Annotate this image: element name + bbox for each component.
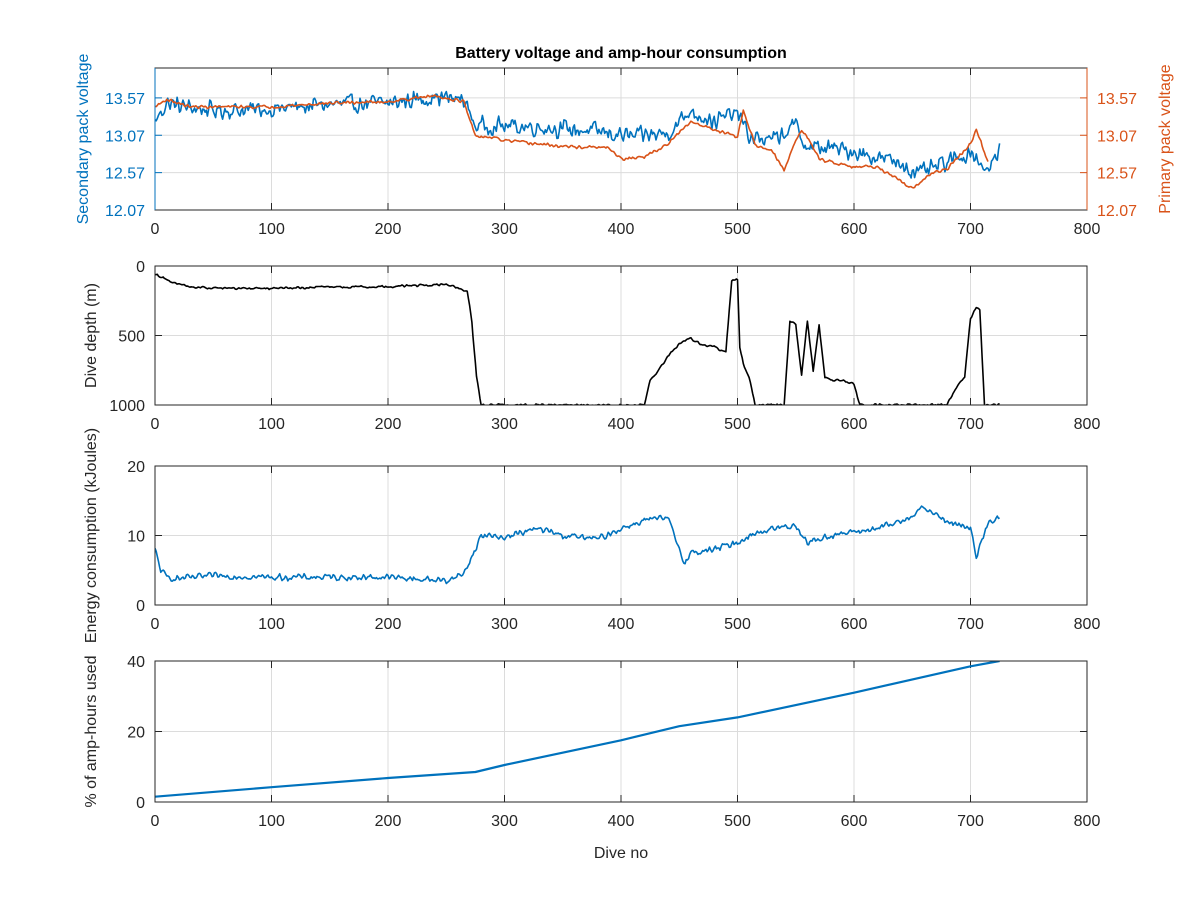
x-tick-label: 700 (957, 416, 984, 433)
x-tick-label: 0 (151, 416, 160, 433)
x-tick-label: 300 (491, 616, 518, 633)
series-line-1 (155, 90, 1001, 179)
y-tick-label: 13.07 (105, 128, 145, 145)
series-line-1 (155, 505, 1000, 585)
x-tick-label: 700 (957, 616, 984, 633)
x-tick-label: 400 (608, 616, 635, 633)
x-tick-label: 100 (258, 221, 285, 238)
x-tick-label: 600 (841, 416, 868, 433)
x-tick-label: 200 (375, 813, 402, 830)
chart-title: Battery voltage and amp-hour consumption (455, 45, 787, 62)
y-tick-label: 12.57 (105, 166, 145, 183)
x-tick-label: 300 (491, 416, 518, 433)
x-tick-label: 500 (724, 416, 751, 433)
y-tick-label: 20 (127, 459, 145, 476)
x-tick-label: 300 (491, 221, 518, 238)
x-tick-label: 500 (724, 616, 751, 633)
y-axis-label: Energy consumption (kJoules) (83, 428, 100, 643)
y-tick-label: 10 (127, 529, 145, 546)
y-right-tick-label: 12.57 (1097, 166, 1137, 183)
y-tick-label: 13.57 (105, 91, 145, 108)
x-tick-label: 100 (258, 416, 285, 433)
x-tick-label: 800 (1074, 616, 1101, 633)
x-tick-label: 500 (724, 221, 751, 238)
axes-frame (154, 660, 1088, 803)
axes-frame (154, 465, 1088, 606)
x-tick-label: 300 (491, 813, 518, 830)
series-line-1 (155, 661, 1000, 798)
x-tick-label: 700 (957, 813, 984, 830)
y-right-tick-label: 13.57 (1097, 91, 1137, 108)
axes-frame (154, 265, 1088, 406)
x-tick-label: 800 (1074, 221, 1101, 238)
y-right-tick-label: 13.07 (1097, 128, 1137, 145)
x-tick-label: 400 (608, 221, 635, 238)
y-tick-label: 0 (136, 598, 145, 615)
x-tick-label: 100 (258, 813, 285, 830)
y-tick-label: 40 (127, 654, 145, 671)
x-tick-label: 200 (375, 416, 402, 433)
panel-4: 0 100 200 300 400 500 600 700 800 0 20 40 Dive no % o… (83, 654, 1100, 862)
x-tick-label: 200 (375, 221, 402, 238)
x-tick-label: 200 (375, 616, 402, 633)
x-tick-label: 500 (724, 813, 751, 830)
y-tick-label: 12.07 (105, 203, 145, 220)
x-tick-label: 100 (258, 616, 285, 633)
y-tick-label: 0 (136, 795, 145, 812)
y-axis-label: % of amp-hours used (83, 655, 100, 807)
x-tick-label: 400 (608, 416, 635, 433)
y-axis-label: Secondary pack voltage (75, 54, 92, 225)
x-tick-label: 600 (841, 616, 868, 633)
y-tick-label: 20 (127, 725, 145, 742)
x-tick-label: 0 (151, 616, 160, 633)
y-axis-label: Dive depth (m) (83, 283, 100, 388)
y-axis-label-right: Primary pack voltage (1157, 64, 1174, 213)
y-tick-label: 500 (118, 329, 145, 346)
x-axis-label: Dive no (594, 845, 648, 862)
x-tick-label: 800 (1074, 416, 1101, 433)
x-tick-label: 400 (608, 813, 635, 830)
series-line-2 (155, 94, 989, 189)
x-tick-label: 600 (841, 221, 868, 238)
x-tick-label: 0 (151, 813, 160, 830)
panel-1: 0 100 200 300 400 500 600 700 80012.0712.5713.07… (75, 45, 1174, 238)
y-tick-label: 0 (136, 259, 145, 276)
y-right-tick-label: 12.07 (1097, 203, 1137, 220)
x-tick-label: 800 (1074, 813, 1101, 830)
y-tick-label: 1000 (109, 398, 145, 415)
x-tick-label: 0 (151, 221, 160, 238)
panel-3: 0 100 200 300 400 500 600 700 800 0 10 20 Energy con… (83, 428, 1100, 643)
x-tick-label: 600 (841, 813, 868, 830)
x-tick-label: 700 (957, 221, 984, 238)
panel-2: 0 100 200 300 400 500 600 700 800 0 500 1000 Dive de… (83, 259, 1100, 433)
